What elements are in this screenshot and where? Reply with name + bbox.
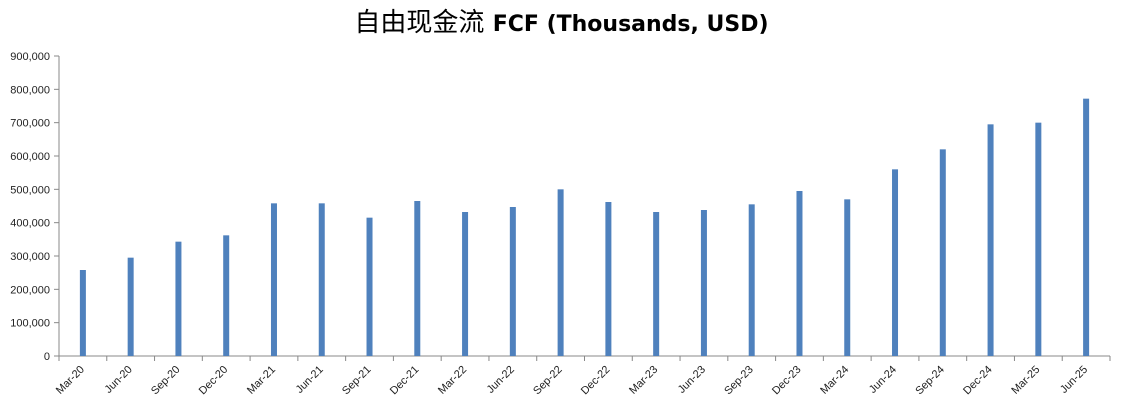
bar — [366, 217, 373, 356]
x-tick-label: Dec-23 — [770, 364, 804, 398]
y-tick-label: 500,000 — [10, 184, 50, 196]
x-tick-label: Mar-25 — [1009, 364, 1042, 397]
y-tick-label: 700,000 — [10, 118, 50, 130]
bar — [987, 124, 994, 356]
bar — [509, 207, 516, 356]
bar — [892, 169, 899, 356]
bar — [79, 270, 86, 356]
bar — [557, 189, 564, 356]
bar — [462, 212, 469, 356]
chart-title-en: FCF (Thousands, USD) — [492, 12, 769, 37]
x-tick-label: Dec-24 — [961, 364, 995, 398]
bar — [1035, 122, 1042, 357]
x-tick-label: Dec-22 — [579, 364, 613, 398]
x-tick-labels: Mar-20 Jun-20 Sep-20 Dec-20 Mar-21 Jun-21 Sep-… — [54, 364, 1090, 398]
bar — [939, 149, 946, 356]
y-tick-label: 300,000 — [10, 251, 50, 263]
x-tick-label: Sep-23 — [722, 364, 756, 398]
y-tick-label: 100,000 — [10, 318, 50, 330]
bar — [270, 203, 277, 356]
bar — [605, 202, 612, 356]
bar — [175, 241, 182, 356]
y-tick-label: 900,000 — [10, 51, 50, 63]
x-tick-label: Sep-20 — [149, 364, 183, 398]
bars — [79, 98, 1090, 357]
bar — [748, 204, 755, 356]
chart-title: 自由现金流 FCF (Thousands, USD) — [0, 2, 1123, 39]
x-tick-label: Dec-20 — [197, 364, 231, 398]
y-tick-labels: 0 100,000 200,000 300,000 400,000 500,000 600,… — [10, 51, 50, 363]
y-tick-label: 200,000 — [10, 284, 50, 296]
bar — [414, 201, 421, 356]
x-tick-label: Jun-21 — [294, 364, 326, 396]
x-tick-label: Mar-21 — [245, 364, 278, 397]
bar — [653, 212, 660, 356]
x-tick-label: Mar-24 — [818, 364, 851, 397]
x-tick-label: Jun-20 — [103, 364, 135, 396]
y-tick-label: 400,000 — [10, 218, 50, 230]
bar — [844, 199, 851, 356]
x-tick-label: Mar-20 — [54, 364, 87, 397]
bar — [796, 191, 803, 356]
bar — [127, 257, 134, 356]
x-tick-label: Mar-23 — [627, 364, 660, 397]
x-tick-label: Jun-22 — [485, 364, 517, 396]
y-tick-label: 0 — [44, 351, 50, 363]
bar — [223, 235, 230, 356]
bar — [318, 203, 325, 356]
axes — [54, 55, 1111, 361]
x-tick-label: Sep-21 — [340, 364, 374, 398]
x-tick-label: Sep-22 — [531, 364, 565, 398]
x-tick-label: Dec-21 — [388, 364, 422, 398]
x-tick-label: Jun-24 — [867, 364, 899, 396]
x-tick-label: Jun-25 — [1058, 364, 1090, 396]
bar — [1083, 98, 1090, 357]
chart-title-cn: 自由现金流 — [354, 8, 485, 38]
y-tick-label: 600,000 — [10, 151, 50, 163]
x-tick-label: Jun-23 — [676, 364, 708, 396]
y-tick-label: 800,000 — [10, 84, 50, 96]
x-tick-label: Sep-24 — [913, 364, 947, 398]
x-tick-label: Mar-22 — [436, 364, 469, 397]
bar — [700, 210, 707, 356]
